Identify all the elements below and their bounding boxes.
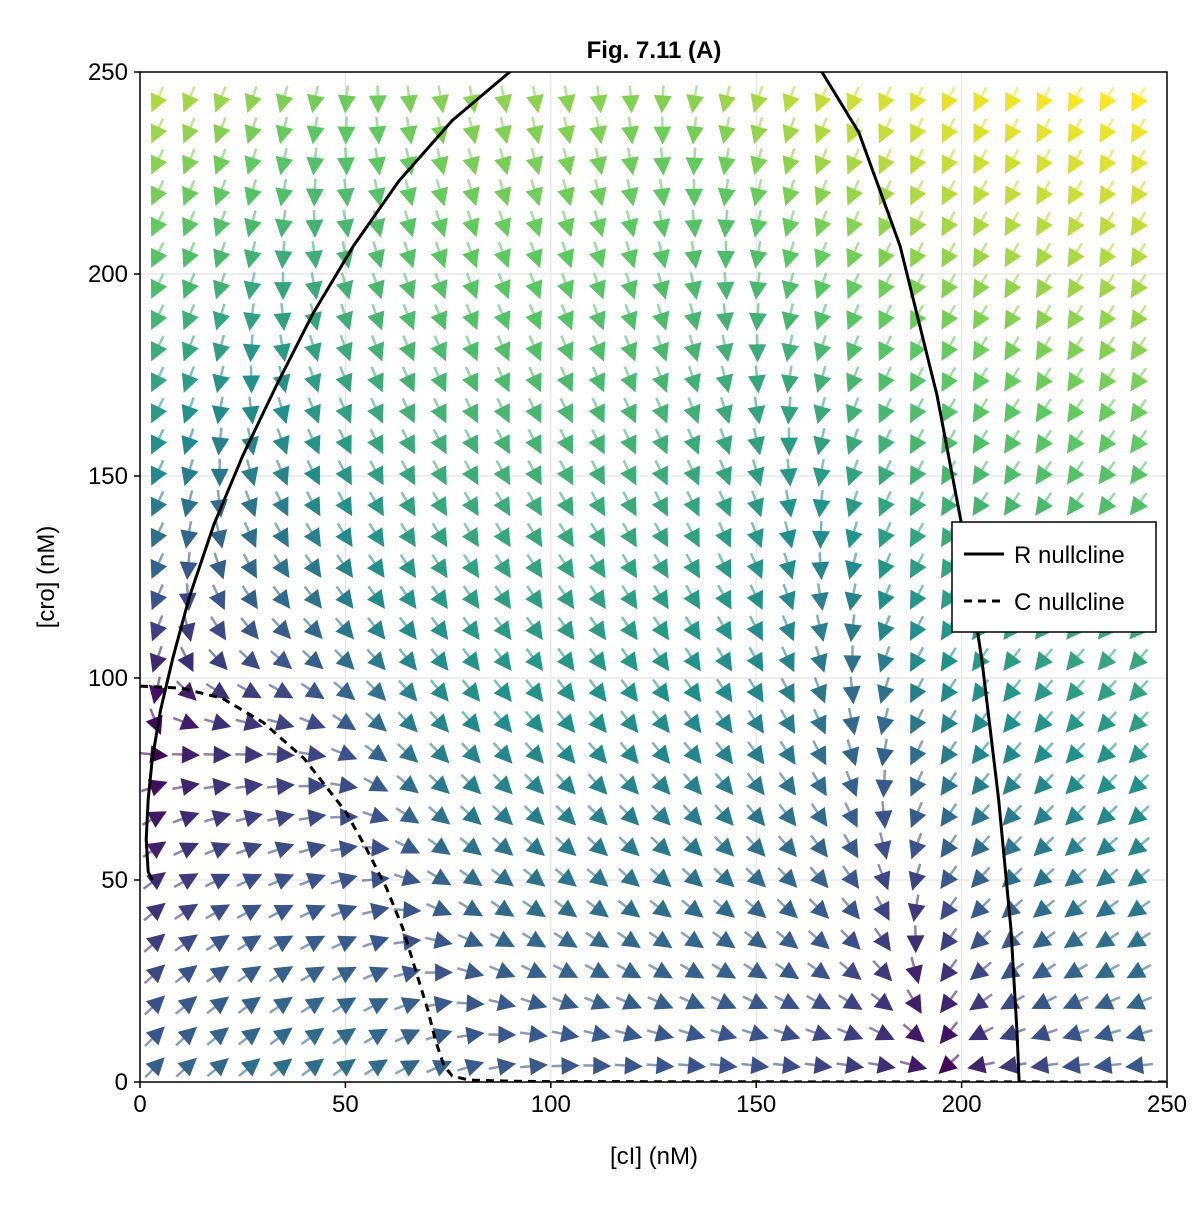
x-tick-label: 200 xyxy=(942,1091,982,1118)
x-tick-label: 250 xyxy=(1147,1091,1187,1118)
y-tick-label: 150 xyxy=(88,463,128,490)
y-tick-label: 250 xyxy=(88,59,128,86)
legend-label-c-nullcline: C nullcline xyxy=(1014,589,1125,616)
x-tick-label: 150 xyxy=(736,1091,776,1118)
y-tick-label: 50 xyxy=(101,867,128,894)
legend: R nullcline C nullcline xyxy=(952,522,1156,632)
x-axis-label: [cI] (nM) xyxy=(610,1143,698,1170)
y-tick-label: 100 xyxy=(88,665,128,692)
chart-title: Fig. 7.11 (A) xyxy=(587,37,722,64)
x-tick-label: 0 xyxy=(133,1091,146,1118)
y-tick-label: 200 xyxy=(88,261,128,288)
x-tick-label: 50 xyxy=(332,1091,359,1118)
y-axis-label: [cro] (nM) xyxy=(33,526,60,629)
y-tick-label: 0 xyxy=(115,1069,128,1096)
legend-label-r-nullcline: R nullcline xyxy=(1014,542,1125,569)
x-tick-label: 100 xyxy=(531,1091,571,1118)
